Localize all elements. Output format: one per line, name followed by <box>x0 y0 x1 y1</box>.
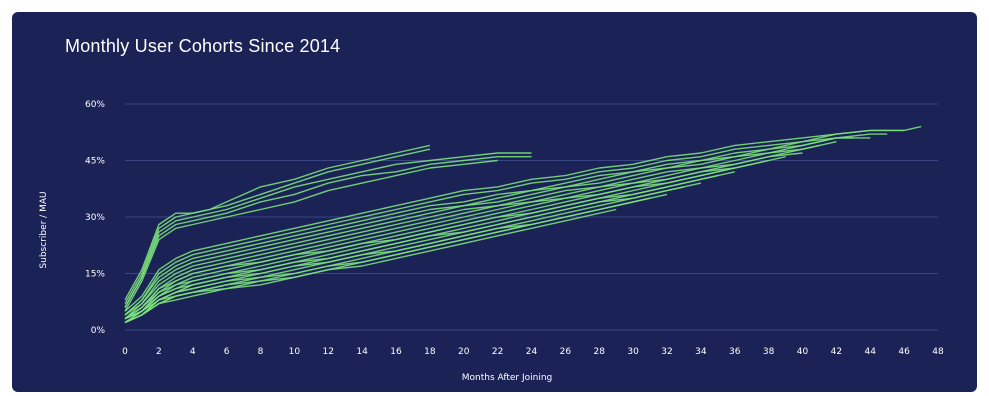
x-tick-label: 24 <box>526 347 538 357</box>
x-axis-label: Months After Joining <box>462 373 553 383</box>
x-tick-label: 34 <box>695 347 707 357</box>
x-tick-label: 26 <box>560 347 572 357</box>
cohort-line-19 <box>124 182 702 324</box>
line-chart: 0%15%30%45%60% 0 2 4 6 8 10 12 14 16 18 20 22 24 26 28… <box>39 100 944 383</box>
x-tick-label: 12 <box>323 347 334 357</box>
chart-title: Monthly User Cohorts Since 2014 <box>65 36 341 56</box>
x-tick-label: 36 <box>729 347 741 357</box>
x-tick-label: 8 <box>258 347 264 357</box>
x-tick-label: 32 <box>661 347 672 357</box>
cohort-line-12 <box>124 144 820 320</box>
cohort-line-20 <box>124 186 685 324</box>
y-tick-label: 15% <box>85 270 105 280</box>
cohort-line-18 <box>124 174 718 324</box>
x-tick-label: 48 <box>932 347 944 357</box>
cohort-line-9 <box>124 137 871 316</box>
y-axis-label: Subscriber / MAU <box>39 191 49 268</box>
y-tick-label: 0% <box>91 326 106 336</box>
x-tick-label: 22 <box>492 347 503 357</box>
y-axis-ticks: 0% 15% 30% 45% 60% <box>85 100 105 336</box>
x-tick-label: 6 <box>224 347 230 357</box>
y-tick-label: 45% <box>85 157 105 167</box>
cohort-line-16 <box>124 163 752 320</box>
y-tick-label: 60% <box>85 100 105 110</box>
x-tick-label: 38 <box>763 347 775 357</box>
cohort-line-24 <box>124 208 617 324</box>
x-tick-label: 44 <box>865 347 877 357</box>
cohort-line-3 <box>124 152 532 308</box>
x-tick-label: 0 <box>122 347 128 357</box>
x-tick-label: 46 <box>898 347 910 357</box>
x-tick-label: 10 <box>289 347 301 357</box>
chart-card: Monthly User Cohorts Since 2014 0% 15% 30%… <box>12 12 977 392</box>
x-tick-label: 42 <box>831 347 842 357</box>
cohort-line-6 <box>124 125 922 312</box>
x-tick-label: 28 <box>594 347 606 357</box>
cohort-line-4 <box>124 156 532 308</box>
x-tick-label: 30 <box>627 347 639 357</box>
x-tick-label: 14 <box>356 347 368 357</box>
series-lines <box>124 125 922 324</box>
cohort-line-5 <box>124 159 498 312</box>
cohort-line-14 <box>124 156 786 320</box>
x-tick-label: 16 <box>390 347 402 357</box>
x-axis-ticks: 0 2 4 6 8 10 12 14 16 18 20 22 24 26 28 30 32 34 36 38 40 42 4… <box>122 347 944 357</box>
x-tick-label: 18 <box>424 347 436 357</box>
cohort-line-7 <box>124 129 905 316</box>
y-tick-label: 30% <box>85 213 105 223</box>
x-tick-label: 2 <box>156 347 162 357</box>
cohort-line-23 <box>124 201 634 324</box>
x-tick-label: 40 <box>797 347 809 357</box>
x-tick-label: 20 <box>458 347 470 357</box>
x-tick-label: 4 <box>190 347 196 357</box>
cohort-line-2 <box>124 148 431 304</box>
cohort-line-10 <box>124 137 854 320</box>
cohort-line-1 <box>124 144 431 301</box>
